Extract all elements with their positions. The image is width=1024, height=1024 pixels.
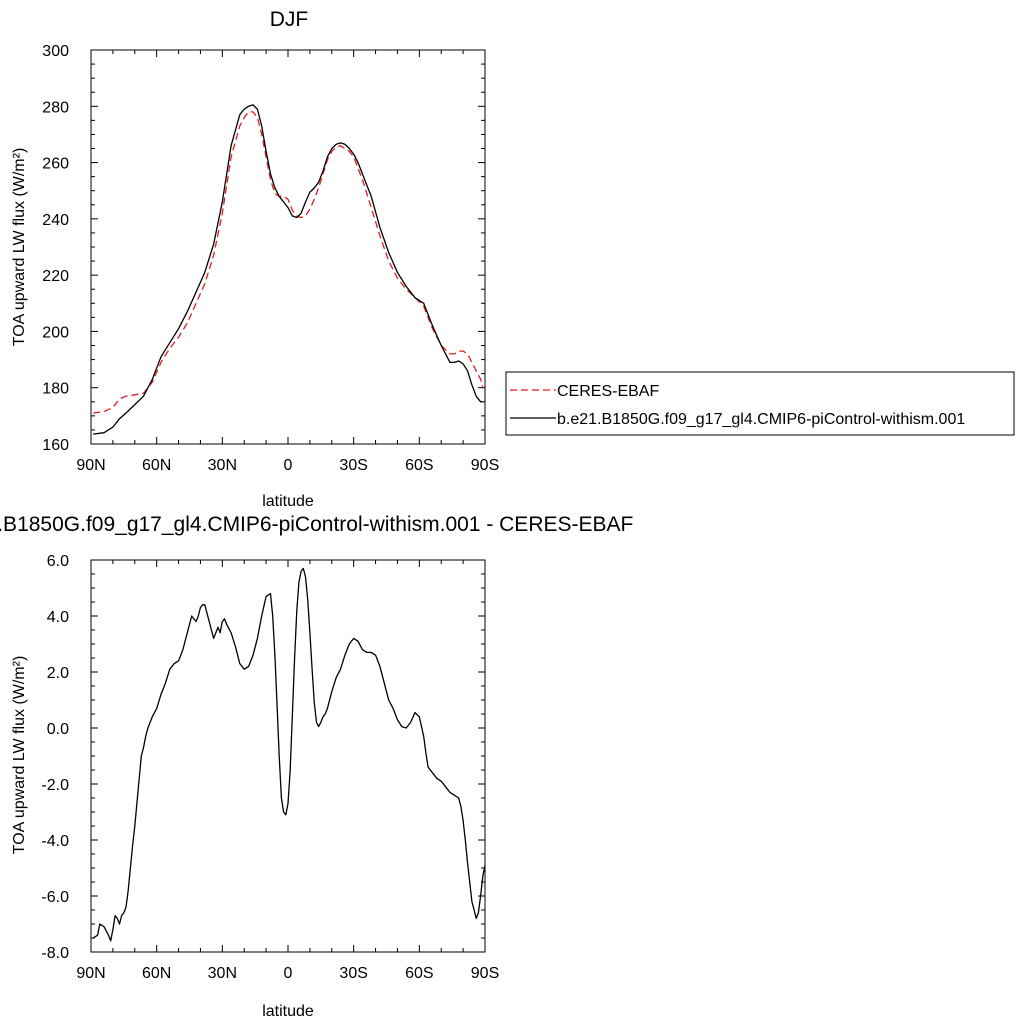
x-tick-label: 0 — [284, 457, 293, 474]
x-tick-label: 60S — [405, 965, 433, 982]
y-tick-label: 2.0 — [47, 665, 69, 682]
top-chart-ylabel: TOA upward LW flux (W/m²) — [11, 148, 28, 347]
y-tick-label: 4.0 — [47, 609, 69, 626]
legend-box — [505, 371, 1015, 436]
top-chart-panel: DJF 90N 60N 30N 0 30S 60S 90S 160 180 200 220 240 26… — [11, 8, 499, 510]
top-chart-series — [93, 104, 484, 435]
x-tick-label: 60N — [142, 965, 171, 982]
bottom-chart-tick-labels: 90N 60N 30N 0 30S 60S 90S -8.0 -6.0 -4.0 -2.0 0.0 2.… — [41, 553, 499, 982]
series-line-model — [93, 104, 483, 435]
top-chart-tick-labels: 90N 60N 30N 0 30S 60S 90S 160 180 200 220 240 260 280… — [42, 43, 499, 474]
y-tick-label: 280 — [42, 99, 69, 116]
bottom-chart-xlabel: latitude — [262, 1003, 314, 1020]
legend-label-ceres: CERES-EBAF — [557, 383, 659, 400]
legend: CERES-EBAF b.e21.B1850G.f09_g17_gl4.CMIP… — [505, 371, 1015, 436]
x-tick-label: 30S — [339, 457, 367, 474]
bottom-chart-panel: b.e21.B1850G.f09_g17_gl4.CMIP6-piControl… — [0, 513, 633, 1020]
y-tick-label: 160 — [42, 437, 69, 454]
legend-label-model: b.e21.B1850G.f09_g17_gl4.CMIP6-piControl… — [557, 411, 965, 428]
y-tick-label: 220 — [42, 268, 69, 285]
y-tick-label: 180 — [42, 381, 69, 398]
y-tick-label: -2.0 — [41, 777, 69, 794]
y-tick-label: 240 — [42, 212, 69, 229]
x-tick-label: 90S — [471, 457, 499, 474]
y-tick-label: 260 — [42, 156, 69, 173]
x-tick-label: 30N — [208, 457, 237, 474]
x-tick-label: 0 — [284, 965, 293, 982]
bottom-chart-series — [92, 567, 486, 942]
top-chart-xlabel: latitude — [262, 493, 314, 510]
top-plot-frame — [90, 49, 486, 445]
series-line-ceres-ebaf — [93, 111, 484, 414]
top-chart-title: DJF — [270, 8, 309, 31]
y-tick-label: -4.0 — [41, 833, 69, 850]
x-tick-label: 90N — [76, 457, 105, 474]
bottom-chart-title: b.e21.B1850G.f09_g17_gl4.CMIP6-piControl… — [0, 513, 633, 536]
y-tick-label: 300 — [42, 43, 69, 60]
bottom-chart-ylabel: TOA upward LW flux (W/m²) — [11, 656, 28, 855]
x-tick-label: 90S — [471, 965, 499, 982]
x-tick-label: 90N — [76, 965, 105, 982]
y-tick-label: 0.0 — [47, 721, 69, 738]
y-tick-label: 200 — [42, 324, 69, 341]
bottom-plot-frame — [90, 559, 486, 953]
x-tick-label: 60N — [142, 457, 171, 474]
y-tick-label: -8.0 — [41, 945, 69, 962]
y-tick-label: 6.0 — [47, 553, 69, 570]
x-tick-label: 60S — [405, 457, 433, 474]
y-tick-label: -6.0 — [41, 889, 69, 906]
x-tick-label: 30N — [208, 965, 237, 982]
series-line-difference — [92, 567, 486, 942]
x-tick-label: 30S — [339, 965, 367, 982]
